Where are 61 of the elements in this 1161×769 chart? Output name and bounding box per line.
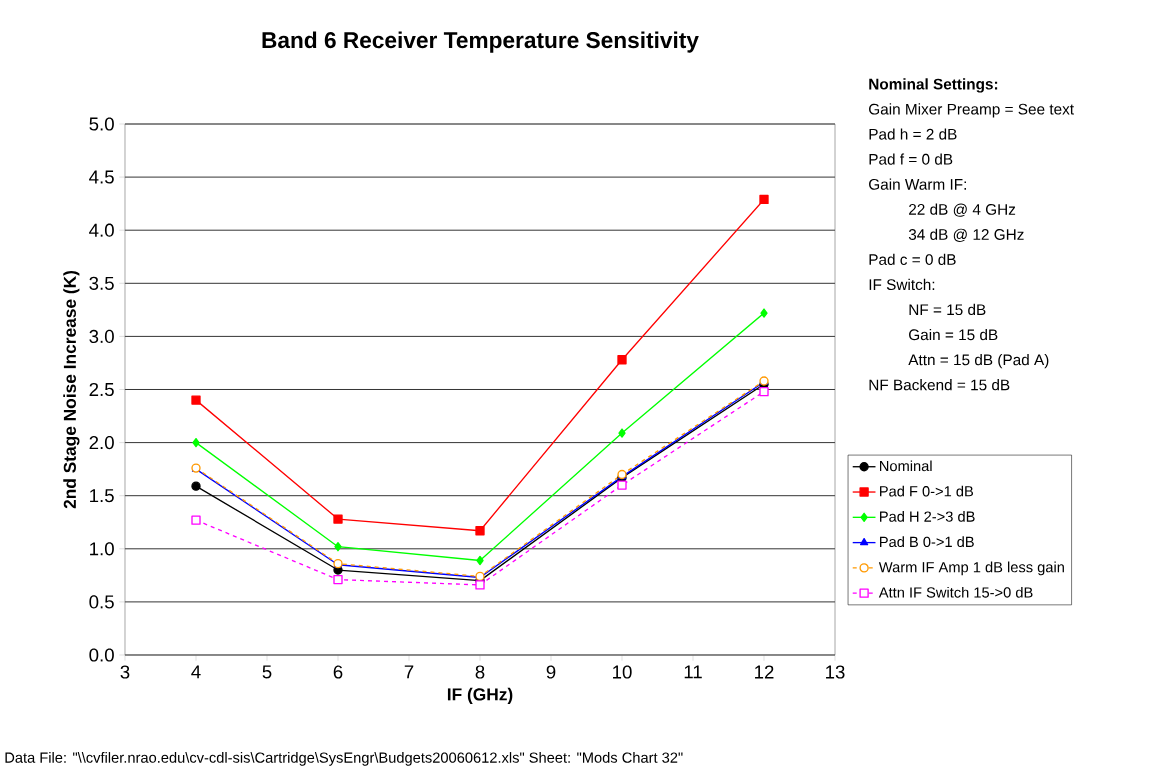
legend-label: Pad H 2->3 dB: [880, 511, 975, 522]
x-tick-label: 13: [826, 665, 845, 679]
legend-label: Pad F 0->1 dB: [880, 485, 974, 497]
y-tick-label: 3.0: [89, 329, 114, 344]
text: Nominal Settings:: [869, 78, 998, 93]
y-tick-label: 0.5: [89, 595, 114, 609]
y-tick-label: 5.0: [89, 117, 114, 131]
text: Gain Mixer Preamp = See text: [869, 103, 1074, 118]
x-tick-label: 3: [120, 665, 130, 679]
y-tick-label: 4.5: [89, 170, 114, 184]
point: [617, 480, 627, 490]
text: Pad f = 0 dB: [869, 153, 953, 165]
text: Data File: "\\cvfiler.nrao.edu\cv-cdl-sis\Cartridge\SysEngr\Budgets20060612.xls" Sheet: "Mods Chart 32": [5, 752, 683, 766]
text: Gain = 15 dB: [909, 328, 998, 341]
point: [476, 555, 484, 566]
text: Pad h = 2 dB: [869, 128, 957, 140]
x-axis-title: IF (GHz): [447, 687, 513, 704]
point: [333, 574, 343, 585]
point: [334, 542, 342, 552]
text: 34 dB @ 12 GHz: [908, 228, 1024, 242]
x-tick-label: 8: [475, 665, 485, 679]
y-tick-label: 3.5: [89, 276, 114, 290]
y-tick-label: 2.0: [89, 435, 114, 450]
point: [333, 514, 343, 524]
point: [475, 580, 485, 590]
point: [760, 308, 768, 318]
x-tick-label: 6: [333, 665, 343, 679]
chart-title: Band 6 Receiver Temperature Sensitivity: [262, 31, 699, 53]
legend-label: Attn IF Switch 15->0 dB: [878, 586, 1033, 598]
y-tick-label: 0.0: [89, 648, 114, 662]
legend-label: Pad B 0->1 dB: [880, 536, 974, 548]
point: [191, 515, 201, 525]
x-tick-label: 7: [404, 665, 414, 679]
point: [475, 526, 485, 536]
legend-label: Nominal: [880, 460, 932, 472]
text: NF = 15 dB: [909, 303, 986, 316]
text: Attn = 15 dB (Pad A): [908, 354, 1049, 369]
text: Gain Warm IF:: [869, 178, 966, 190]
point: [191, 481, 201, 491]
y-tick-label: 1.5: [90, 489, 114, 503]
x-tick-label: 9: [546, 665, 556, 679]
text: NF Backend = 15 dB: [869, 379, 1010, 391]
text: IF Switch:: [869, 278, 935, 291]
x-tick-label: 5: [262, 665, 272, 679]
text: 22 dB @ 4 GHz: [909, 203, 1016, 217]
point: [759, 386, 769, 397]
x-tick-label: 10: [613, 665, 632, 679]
y-tick-label: 1.0: [90, 542, 114, 556]
point: [618, 428, 626, 438]
x-tick-label: 11: [684, 665, 702, 679]
point: [617, 355, 627, 365]
point: [191, 395, 201, 405]
point: [759, 194, 769, 205]
y-tick-label: 4.0: [89, 223, 114, 237]
x-tick-label: 4: [191, 665, 201, 679]
text: Pad c = 0 dB: [869, 253, 956, 265]
x-tick-label: 12: [755, 665, 774, 679]
point: [192, 437, 200, 448]
legend-label: Warm IF Amp 1 dB less gain: [878, 561, 1064, 576]
y-axis-title: 2nd Stage Noise Increase (K): [63, 270, 80, 509]
y-tick-label: 2.5: [89, 382, 114, 397]
